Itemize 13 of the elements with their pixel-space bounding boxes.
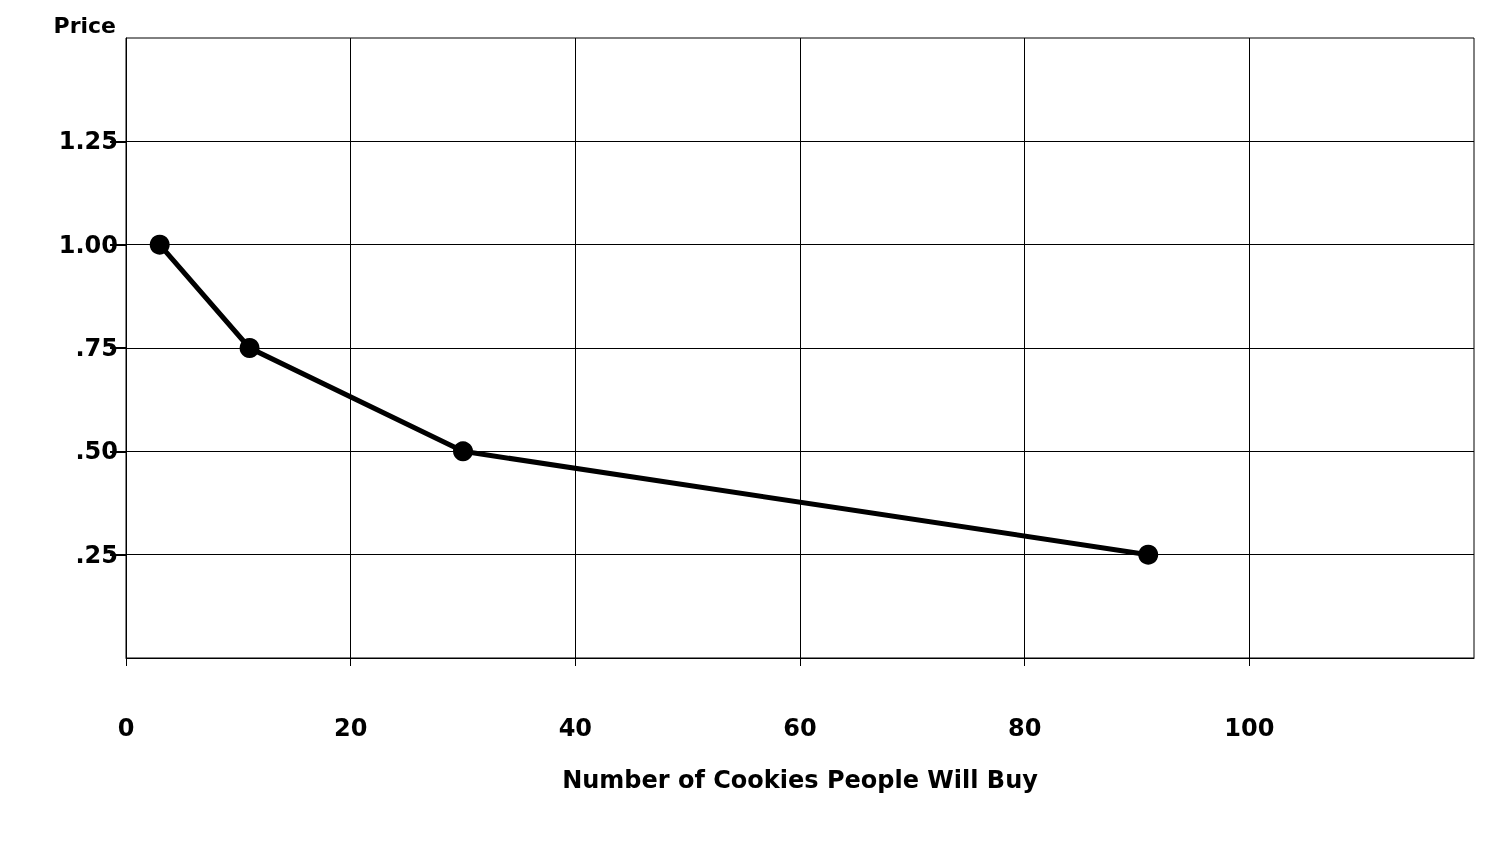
x-tick-label: 20 <box>333 714 368 742</box>
y-axis-title: Price <box>53 12 116 38</box>
y-tick-label: .75 <box>75 334 118 362</box>
x-axis-title: Number of Cookies People Will Buy <box>562 766 1039 794</box>
y-tick-label: .25 <box>75 540 118 569</box>
y-tick-label: 1.25 <box>58 127 118 156</box>
y-tick-label: .50 <box>75 437 118 466</box>
x-tick-label: 40 <box>558 714 593 742</box>
x-tick-label: 0 <box>117 714 135 742</box>
x-tick-label: 60 <box>783 714 817 742</box>
x-tick-label: 100 <box>1224 714 1275 742</box>
y-tick-label: 1.00 <box>58 230 118 259</box>
x-tick-label: 80 <box>1007 714 1042 742</box>
